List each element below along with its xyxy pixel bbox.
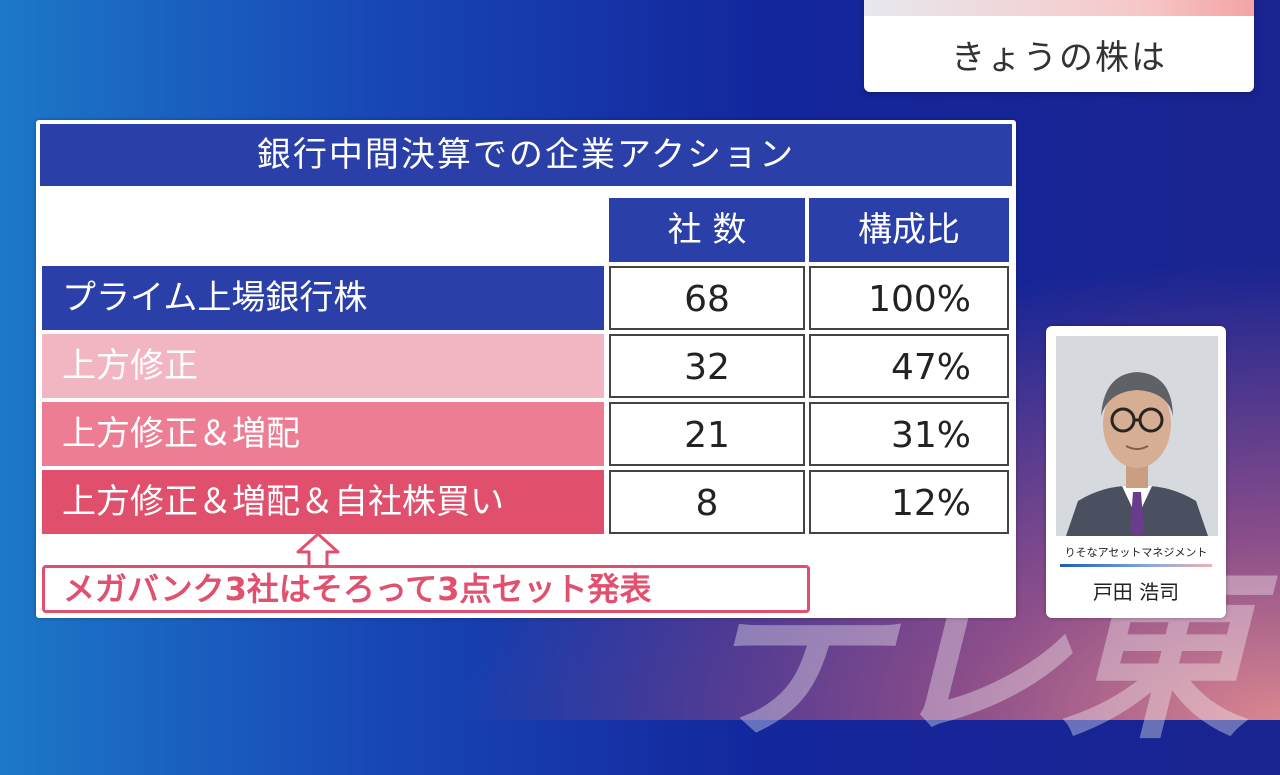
commentator-photo — [1056, 336, 1218, 536]
cell-ratio-upward-revision: 47% — [809, 334, 1009, 398]
row-label-prime-banks: プライム上場銀行株 — [42, 266, 604, 330]
column-header-count: 社 数 — [609, 198, 805, 262]
bank-actions-table-panel: 銀行中間決算での企業アクション 社 数 構成比 プライム上場銀行株 68 100… — [36, 120, 1016, 618]
cell-ratio-revision-dividend-buyback: 12% — [809, 470, 1009, 534]
megabank-note: メガバンク3社はそろって3点セット発表 — [42, 565, 810, 613]
cell-ratio-prime-banks: 100% — [809, 266, 1009, 330]
cell-count-revision-dividend-buyback: 8 — [609, 470, 805, 534]
table-title: 銀行中間決算での企業アクション — [40, 124, 1012, 186]
commentator-name: 戸田 浩司 — [1092, 580, 1180, 604]
cell-count-upward-revision: 32 — [609, 334, 805, 398]
title-stripe — [864, 0, 1254, 16]
column-header-ratio: 構成比 — [809, 198, 1009, 262]
row-label-upward-revision: 上方修正 — [42, 334, 604, 398]
segment-title-box: きょうの株は — [864, 0, 1254, 92]
cell-ratio-revision-dividend: 31% — [809, 402, 1009, 466]
row-label-revision-dividend-buyback: 上方修正＆増配＆自社株買い — [42, 470, 604, 534]
cell-count-prime-banks: 68 — [609, 266, 805, 330]
segment-title: きょうの株は — [951, 38, 1167, 78]
company-underline — [1060, 564, 1212, 567]
commentator-card: りそなアセットマネジメント 戸田 浩司 — [1046, 326, 1226, 618]
commentator-company: りそなアセットマネジメント — [1064, 546, 1208, 559]
cell-count-revision-dividend: 21 — [609, 402, 805, 466]
row-label-revision-dividend: 上方修正＆増配 — [42, 402, 604, 466]
